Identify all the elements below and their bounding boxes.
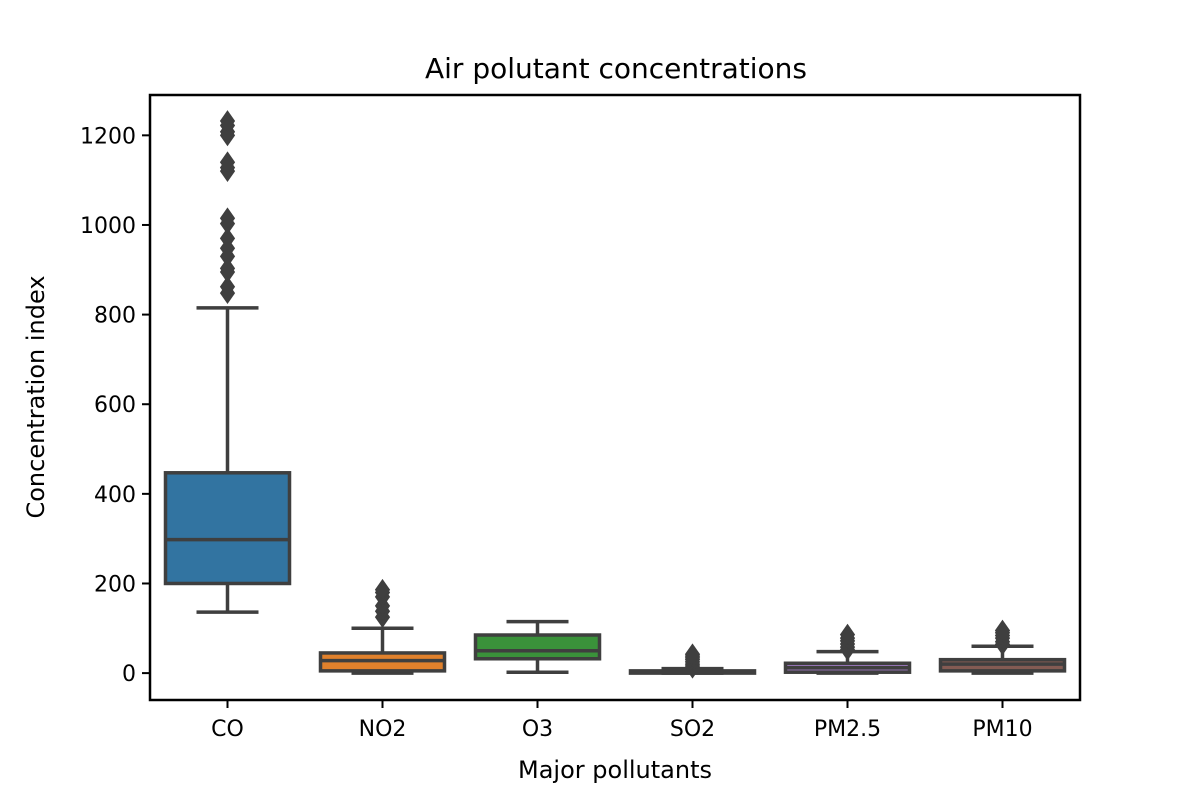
box-pm10	[938, 619, 1067, 675]
box-body	[473, 633, 602, 661]
outlier-point	[374, 578, 391, 601]
y-axis-label: Concentration index	[22, 275, 50, 518]
outlier-point	[219, 227, 236, 250]
box-o3	[473, 619, 602, 674]
x-tick-label: O3	[522, 717, 553, 742]
x-axis: CO NO2 O3 SO2 PM2.5 PM10	[211, 700, 1033, 742]
outlier-point	[219, 151, 236, 174]
y-tick-label: 1200	[80, 124, 136, 149]
y-tick-label: 200	[94, 572, 136, 597]
x-tick-label: CO	[211, 717, 244, 742]
x-tick-label: PM10	[972, 717, 1032, 742]
plot-area	[163, 110, 1067, 679]
y-tick-label: 400	[94, 483, 136, 508]
chart-title: Air polutant concentrations	[425, 52, 807, 85]
outlier-point	[839, 623, 856, 646]
y-tick-label: 600	[94, 393, 136, 418]
outlier-point	[684, 643, 701, 666]
x-tick-label: SO2	[670, 717, 715, 742]
y-tick-label: 1000	[80, 214, 136, 239]
outlier-point	[994, 619, 1011, 642]
box-co	[163, 110, 292, 614]
outlier-point	[219, 110, 236, 132]
y-tick-label: 0	[122, 662, 136, 687]
outlier-point	[219, 257, 236, 280]
x-tick-label: PM2.5	[814, 717, 881, 742]
box-body	[163, 471, 292, 586]
box-no2	[318, 578, 447, 675]
x-axis-label: Major pollutants	[518, 756, 712, 784]
x-tick-label: NO2	[359, 717, 407, 742]
box-so2	[628, 643, 757, 679]
box-pm25	[783, 623, 912, 675]
outlier-point	[219, 207, 236, 230]
y-tick-label: 800	[94, 304, 136, 329]
y-axis: 0 200 400 600 800 1000 1200	[80, 124, 150, 687]
outlier-point	[219, 275, 236, 298]
axes-frame	[148, 93, 1082, 702]
